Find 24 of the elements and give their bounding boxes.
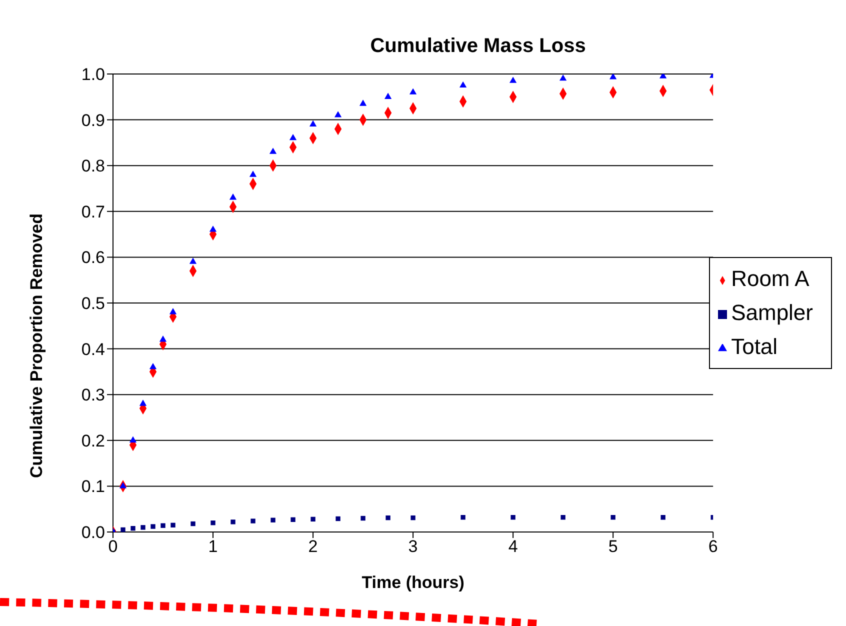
- y-tick-label: 0.4: [81, 340, 105, 359]
- x-tick-label: 0: [108, 537, 118, 556]
- x-axis-title: Time (hours): [362, 573, 464, 592]
- y-tick-label: 0.5: [81, 294, 105, 314]
- y-tick-label: 0.1: [81, 477, 105, 496]
- y-tick-label: 1.0: [81, 65, 105, 84]
- y-tick-label: 0.6: [81, 248, 105, 268]
- x-tick-label: 5: [608, 537, 618, 556]
- y-axis-title: Cumulative Proportion Removed: [27, 214, 46, 478]
- x-tick-label: 1: [208, 537, 218, 556]
- x-tick-label: 3: [408, 537, 418, 556]
- x-tick-label: 4: [508, 537, 518, 556]
- y-tick-label: 0.0: [81, 523, 105, 542]
- legend-label: Total: [731, 334, 778, 359]
- y-tick-label: 0.3: [81, 386, 105, 405]
- legend-label: Room A: [731, 266, 810, 291]
- y-tick-label: 0.8: [81, 156, 105, 176]
- chart-title: Cumulative Mass Loss: [370, 35, 586, 57]
- legend-label: Sampler: [731, 300, 813, 325]
- x-tick-label: 2: [308, 537, 318, 556]
- x-tick-label: 6: [708, 537, 718, 556]
- y-tick-label: 0.2: [81, 431, 105, 450]
- y-tick-label: 0.9: [81, 110, 105, 130]
- y-tick-label: 0.7: [81, 202, 105, 222]
